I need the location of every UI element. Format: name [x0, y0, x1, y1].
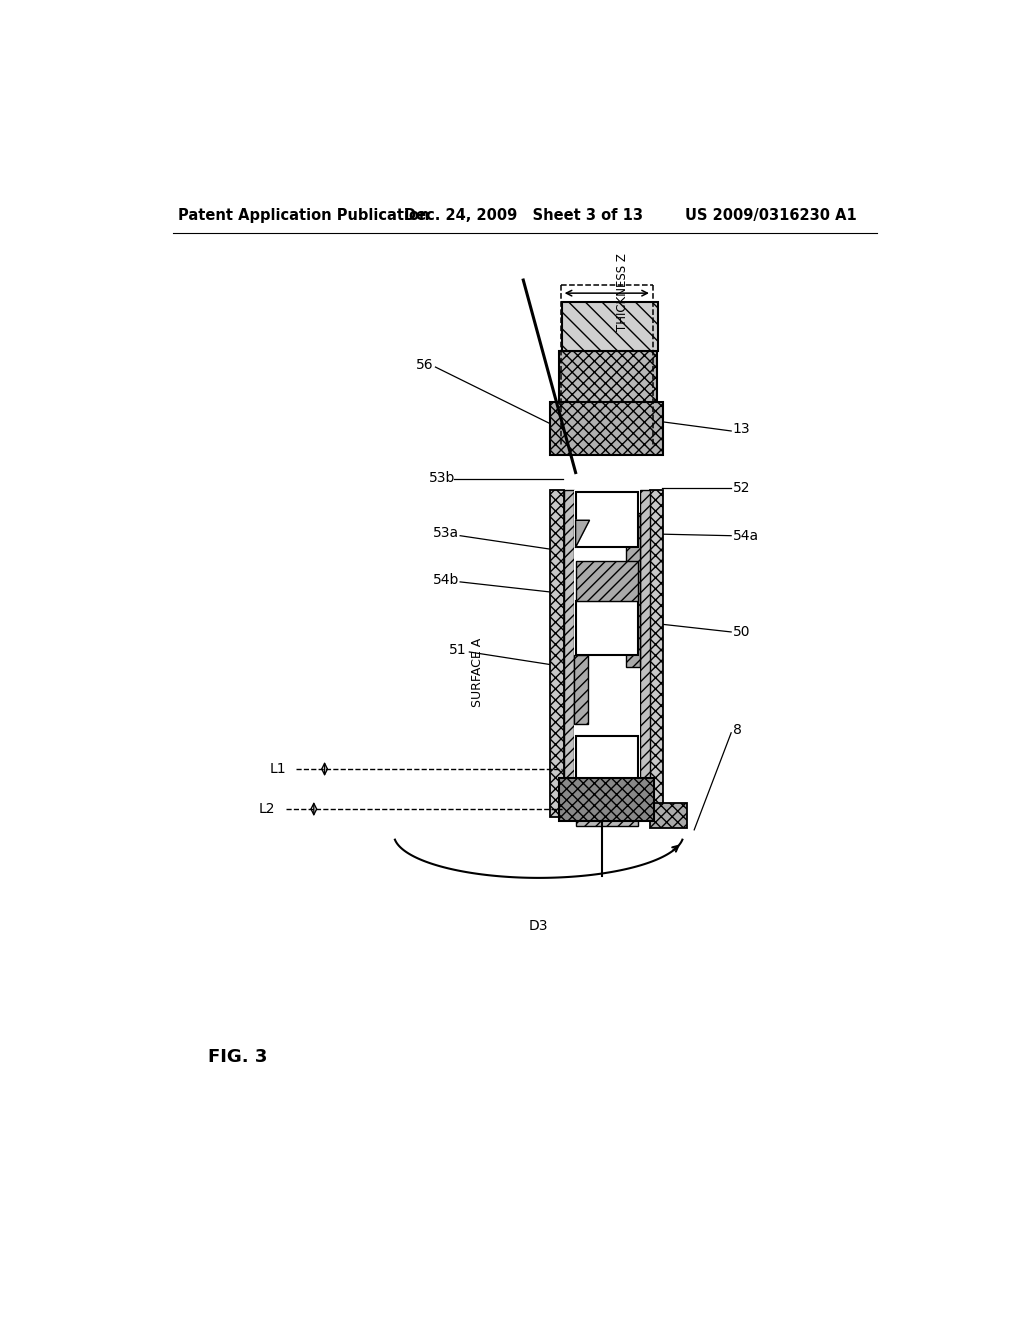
- Text: 56: 56: [416, 358, 433, 372]
- Text: 54b: 54b: [433, 573, 460, 587]
- Text: Dec. 24, 2009   Sheet 3 of 13: Dec. 24, 2009 Sheet 3 of 13: [403, 209, 643, 223]
- Text: 51: 51: [449, 643, 467, 656]
- Bar: [550, 403, 664, 455]
- Bar: [649, 490, 664, 817]
- Text: Patent Application Publication: Patent Application Publication: [178, 209, 430, 223]
- Text: 52: 52: [733, 480, 751, 495]
- Bar: [559, 351, 657, 403]
- Bar: [649, 803, 686, 828]
- Bar: [550, 490, 564, 817]
- Bar: [574, 655, 588, 725]
- Bar: [575, 785, 638, 826]
- Bar: [559, 779, 654, 821]
- Bar: [640, 490, 649, 801]
- Text: L2: L2: [259, 803, 275, 816]
- Text: 50: 50: [733, 624, 751, 639]
- Text: 53b: 53b: [428, 471, 455, 484]
- Bar: [562, 302, 658, 351]
- Text: US 2009/0316230 A1: US 2009/0316230 A1: [685, 209, 857, 223]
- Bar: [564, 490, 574, 801]
- Text: 13: 13: [733, 422, 751, 437]
- Bar: [575, 737, 638, 784]
- Text: D3: D3: [529, 919, 549, 933]
- Text: THICKNESS Z: THICKNESS Z: [615, 252, 629, 330]
- Text: SURFACE A: SURFACE A: [471, 638, 483, 708]
- Text: L1: L1: [269, 762, 286, 776]
- Text: 54a: 54a: [733, 529, 759, 543]
- Bar: [575, 561, 638, 601]
- Polygon shape: [575, 520, 590, 548]
- Bar: [574, 490, 640, 801]
- Text: FIG. 3: FIG. 3: [208, 1048, 267, 1065]
- Text: 8: 8: [733, 723, 741, 737]
- Bar: [626, 512, 640, 667]
- Bar: [575, 492, 638, 548]
- Bar: [575, 601, 638, 655]
- Text: 53a: 53a: [433, 527, 460, 540]
- Text: 55: 55: [617, 783, 635, 797]
